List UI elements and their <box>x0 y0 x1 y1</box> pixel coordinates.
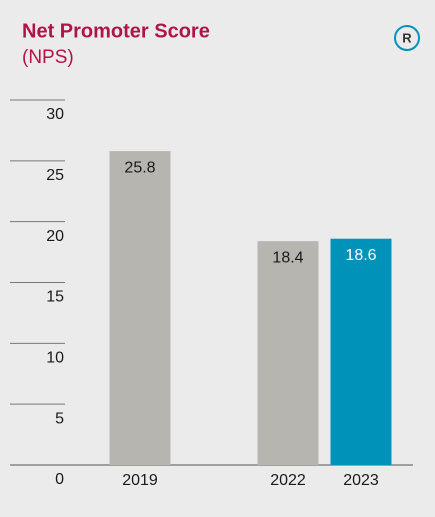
bar <box>330 238 392 465</box>
y-tick-label: 5 <box>55 410 64 427</box>
x-tick-label: 2019 <box>122 472 158 489</box>
y-tick-label: 15 <box>46 289 64 306</box>
y-tick-label: 30 <box>46 106 64 123</box>
y-tick-label: 20 <box>46 228 64 245</box>
y-tick-label: 25 <box>46 167 64 184</box>
value-label: 25.8 <box>124 159 155 176</box>
bar <box>257 241 319 465</box>
bar <box>109 151 171 465</box>
y-tick-label: 10 <box>46 350 64 367</box>
value-label: 18.6 <box>345 247 376 264</box>
x-tick-label: 2023 <box>343 472 379 489</box>
chart-title: Net Promoter Score <box>22 20 210 42</box>
badge: R <box>402 30 412 45</box>
y-tick-label: 0 <box>55 471 64 488</box>
chart-subtitle: (NPS) <box>22 47 74 68</box>
badge-circle <box>394 25 420 51</box>
x-tick-label: 2022 <box>270 472 306 489</box>
value-label: 18.4 <box>272 249 303 266</box>
